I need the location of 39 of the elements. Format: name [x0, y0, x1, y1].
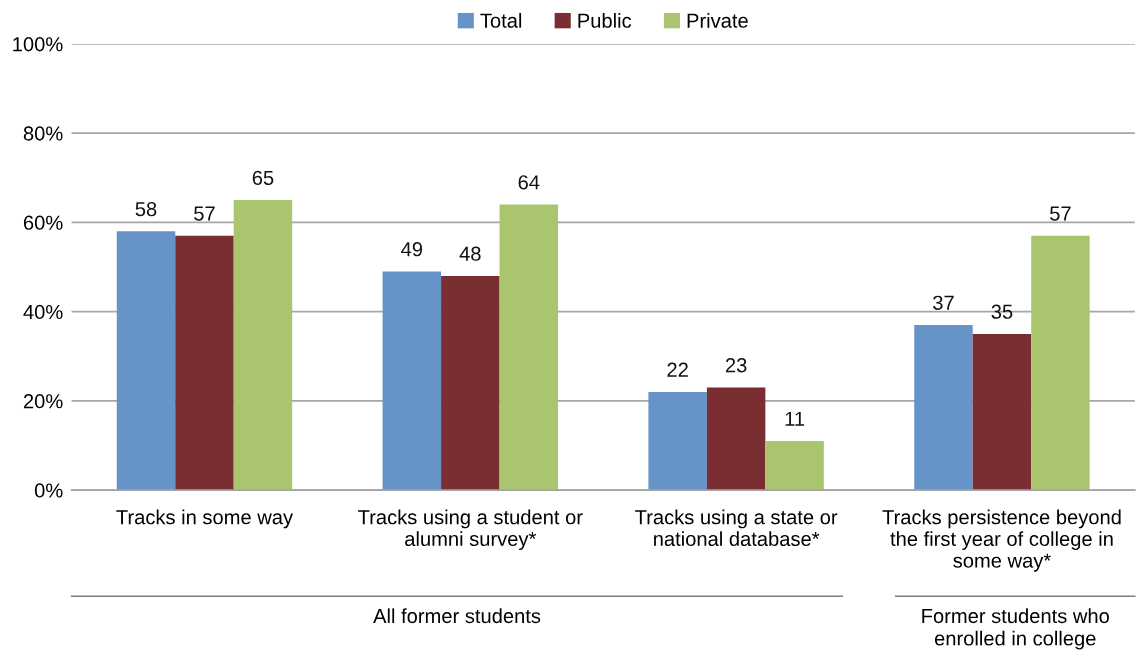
data-label: 58: [135, 201, 157, 217]
text: Former students who enrolled in college: [922, 608, 1109, 650]
bar: [765, 441, 824, 491]
y-tick-label: 20%: [23, 394, 63, 409]
y-tick-label: 80%: [23, 126, 63, 141]
bar: [441, 275, 500, 491]
bar: [382, 271, 442, 491]
data-label: 23: [725, 358, 747, 373]
bar: [706, 387, 766, 491]
bar: [914, 325, 973, 491]
x-tick-label: Tracks persistence beyond the first year of college in some way*: [882, 509, 1121, 572]
x-tick-label: Tracks using a state or national database*: [635, 509, 838, 547]
data-label: 49: [401, 242, 423, 257]
legend-label: Public: [578, 13, 632, 28]
data-label: 48: [459, 246, 481, 261]
data-label: 11: [785, 411, 805, 426]
legend-label: Private: [687, 13, 748, 28]
data-label: 64: [518, 175, 540, 190]
data-label: 57: [194, 206, 215, 221]
y-tick-label: 60%: [23, 215, 63, 230]
bar: [499, 204, 559, 491]
legend-label: Total: [480, 13, 522, 28]
data-label: 22: [667, 362, 688, 377]
data-label: 35: [991, 304, 1013, 319]
data-label: 37: [933, 295, 954, 310]
bar: [1031, 235, 1090, 491]
text: All former students: [373, 608, 541, 624]
data-label: 57: [1050, 206, 1071, 221]
y-tick-label: 40%: [23, 304, 63, 320]
bar: [175, 235, 234, 491]
y-tick-label: 100%: [13, 37, 63, 52]
x-tick-label: Tracks using a student or alumni survey*: [358, 509, 583, 551]
x-tick-label: Tracks in some way: [116, 509, 294, 529]
y-tick-label: 0%: [34, 483, 63, 498]
data-label: 65: [252, 170, 274, 185]
bar: [648, 391, 707, 491]
bar: [233, 200, 293, 491]
bar: [116, 231, 176, 491]
bar: [972, 333, 1032, 491]
